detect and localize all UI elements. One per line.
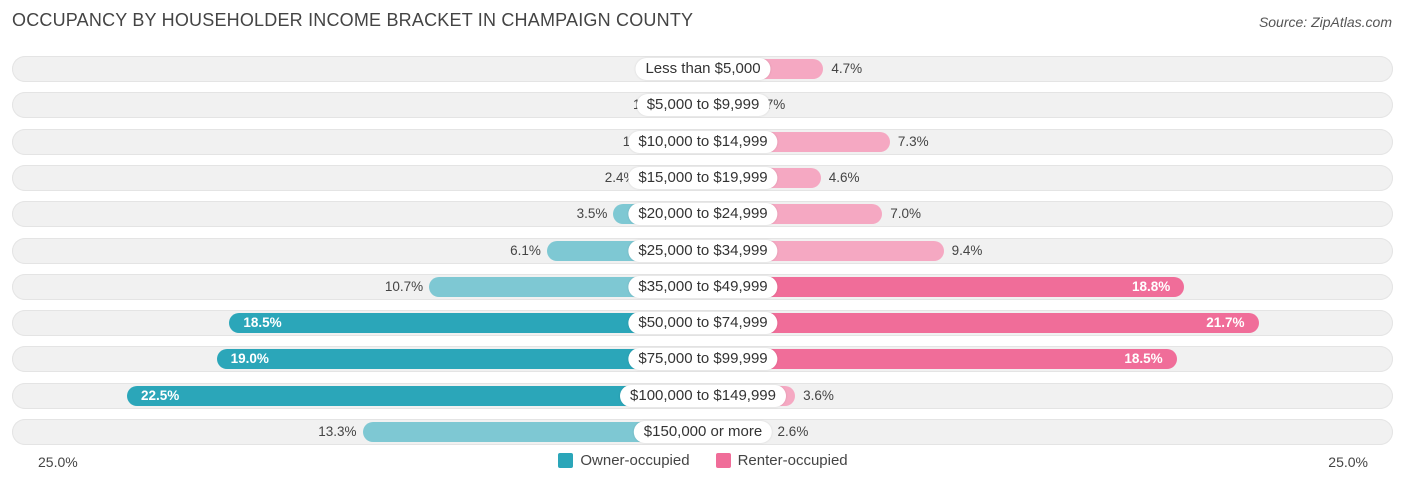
legend-owner-label: Owner-occupied: [580, 452, 690, 469]
legend-renter-swatch: [715, 453, 731, 468]
renter-value-label: 3.6%: [803, 388, 834, 403]
category-label: Less than $5,000: [635, 58, 771, 80]
category-label: $150,000 or more: [633, 421, 773, 443]
owner-value-label: 13.3%: [318, 424, 357, 439]
owner-bar[interactable]: [127, 386, 703, 406]
owner-value-label: 3.5%: [576, 206, 608, 221]
owner-bar[interactable]: [362, 422, 703, 442]
axis-right-label: 25.0%: [1328, 454, 1368, 470]
category-label: $35,000 to $49,999: [628, 276, 778, 298]
category-label: $100,000 to $149,999: [620, 385, 786, 407]
owner-value-label: 22.5%: [141, 388, 180, 403]
renter-value-label: 7.3%: [897, 134, 929, 149]
category-label: $50,000 to $74,999: [628, 312, 778, 334]
category-label: $5,000 to $9,999: [636, 94, 770, 116]
legend-owner[interactable]: Owner-occupied: [558, 452, 690, 469]
legend-renter[interactable]: Renter-occupied: [715, 452, 848, 469]
axis-left-label: 25.0%: [38, 454, 78, 470]
legend-owner-swatch: [558, 453, 574, 468]
renter-value-label: 2.6%: [777, 424, 809, 439]
renter-value-label: 4.6%: [828, 170, 860, 185]
renter-value-label: 21.7%: [1206, 315, 1245, 330]
renter-value-label: 7.0%: [890, 206, 921, 221]
renter-bar[interactable]: [703, 349, 1177, 369]
owner-bar[interactable]: [216, 349, 703, 369]
category-label: $25,000 to $34,999: [628, 240, 778, 262]
owner-value-label: 2.4%: [604, 170, 636, 185]
source-credit: Source: ZipAtlas.com: [1258, 14, 1392, 30]
renter-bar[interactable]: [703, 313, 1259, 333]
category-label: $15,000 to $19,999: [628, 167, 778, 189]
owner-bar[interactable]: [229, 313, 703, 333]
owner-value-label: 19.0%: [230, 351, 269, 366]
category-label: $10,000 to $14,999: [628, 131, 778, 153]
legend: Owner-occupied Renter-occupied: [0, 452, 1406, 469]
owner-value-label: 18.5%: [243, 315, 282, 330]
renter-value-label: 18.5%: [1124, 351, 1163, 366]
renter-value-label: 9.4%: [951, 243, 983, 258]
legend-renter-label: Renter-occupied: [737, 452, 848, 469]
renter-value-label: 18.8%: [1132, 279, 1171, 294]
owner-value-label: 6.1%: [510, 243, 541, 258]
renter-bar[interactable]: [703, 277, 1185, 297]
renter-value-label: 4.7%: [831, 61, 863, 76]
owner-value-label: 10.7%: [384, 279, 424, 294]
category-label: $75,000 to $99,999: [628, 348, 778, 370]
chart-title: OCCUPANCY BY HOUSEHOLDER INCOME BRACKET …: [12, 10, 694, 30]
category-label: $20,000 to $24,999: [628, 203, 778, 225]
